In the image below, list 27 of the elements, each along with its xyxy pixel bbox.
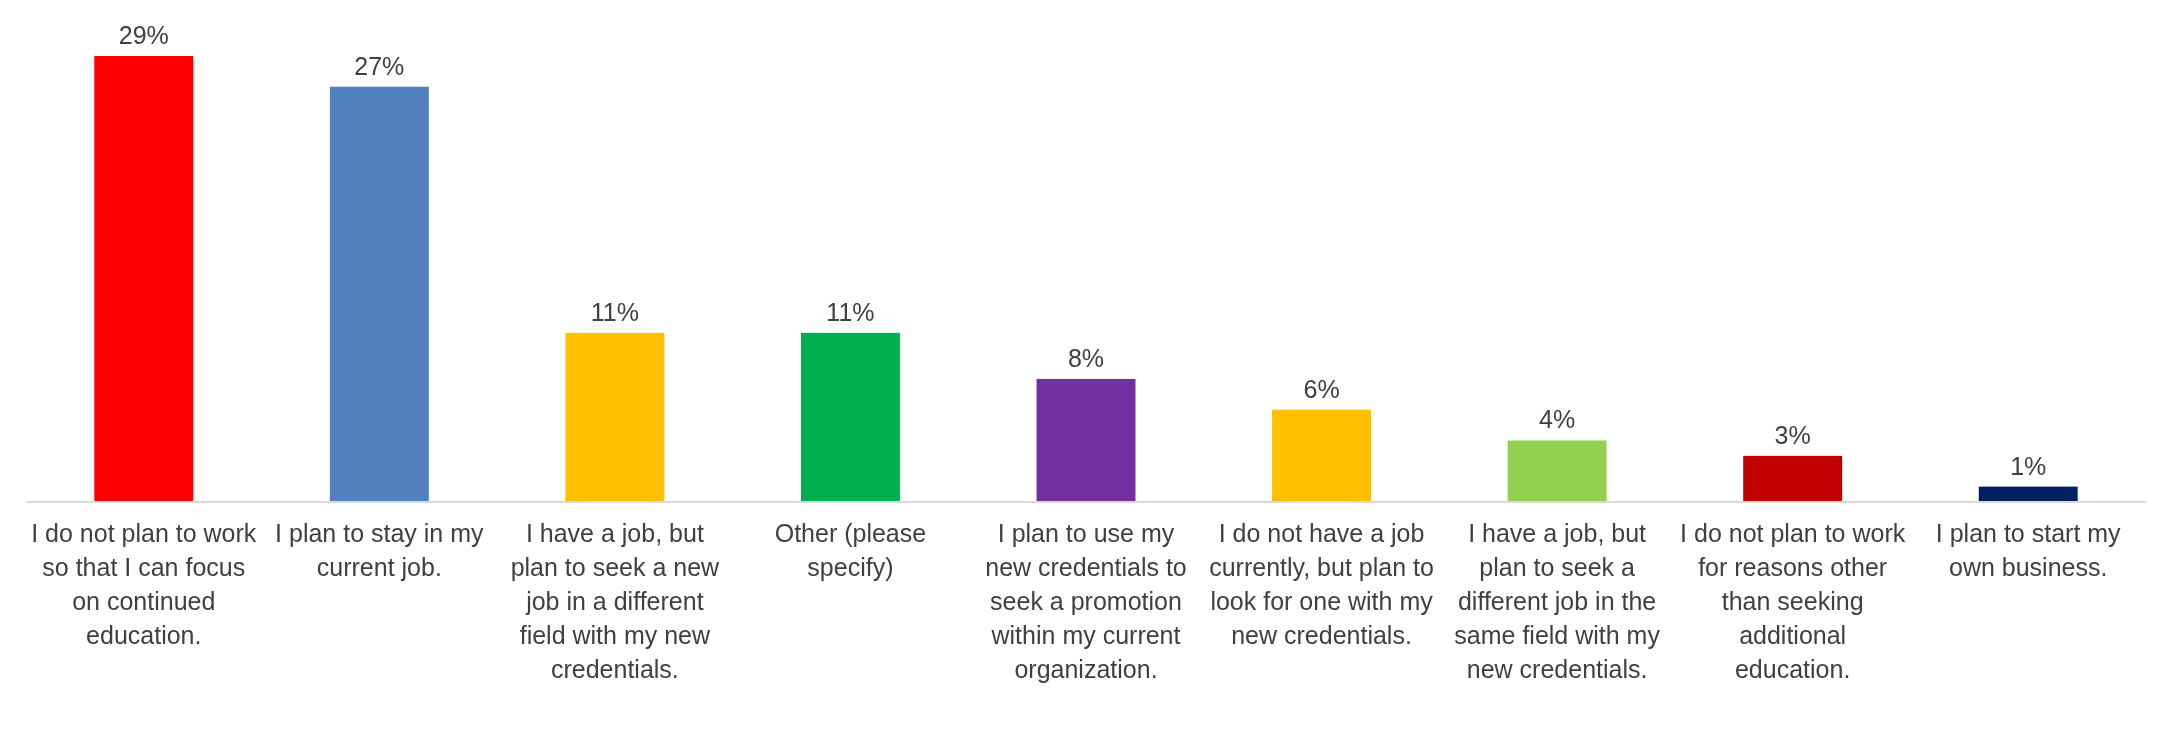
bar — [1272, 409, 1372, 502]
data-label: 29% — [118, 21, 169, 49]
bar — [565, 332, 665, 502]
x-tick-label: I have a job, but plan to seek a new job in a different field with my new credentials. — [510, 519, 721, 683]
data-label: 11% — [826, 297, 875, 326]
bar — [1978, 486, 2078, 502]
data-label: 6% — [1303, 374, 1340, 403]
bar — [1036, 378, 1136, 502]
x-tick-label: I plan to start my own business. — [1935, 519, 2122, 581]
data-label: 3% — [1774, 420, 1811, 449]
data-label: 8% — [1067, 343, 1105, 372]
bar — [1507, 440, 1607, 502]
bar — [800, 332, 900, 502]
x-tick-label: I plan to stay in my current job. — [275, 519, 485, 581]
data-label: 11% — [590, 297, 639, 326]
data-label: 1% — [2010, 451, 2047, 480]
data-label: 4% — [1539, 405, 1576, 434]
x-tick-label: I have a job, but plan to seek a different job in the same field with my new credentials. — [1454, 519, 1661, 683]
x-tick-label: I do not plan to work so that I can focus on continued education. — [31, 519, 257, 649]
data-label: 27% — [354, 51, 405, 80]
bar — [329, 86, 429, 502]
x-tick-label: I do not plan to work for reasons other than seeking additional education. — [1680, 519, 1906, 683]
bar — [1743, 455, 1843, 502]
x-tick-label: I do not have a job currently, but plan to look for one with my new credentials. — [1209, 519, 1434, 649]
x-tick-label: I plan to use my new credentials to seek a promotion within my current organization. — [985, 519, 1187, 683]
bar — [94, 56, 194, 502]
x-tick-label: Other (please specify) — [774, 519, 927, 581]
